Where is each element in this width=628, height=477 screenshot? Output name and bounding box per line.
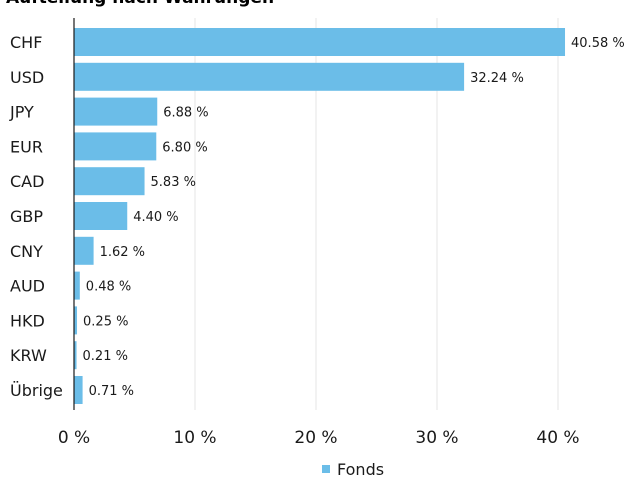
bar-übrige bbox=[74, 376, 83, 404]
legend-swatch bbox=[322, 465, 330, 473]
data-label: 0.21 % bbox=[83, 349, 128, 364]
legend-label: Fonds bbox=[337, 460, 384, 477]
data-label: 40.58 % bbox=[571, 36, 625, 51]
data-label: 6.80 % bbox=[162, 140, 207, 155]
bar-aud bbox=[74, 271, 80, 300]
bar-eur bbox=[74, 132, 157, 161]
x-tick-labels: 0 % 10 % 20 % 30 % 40 % bbox=[58, 428, 580, 448]
bar-cny bbox=[74, 236, 94, 265]
category-label: CAD bbox=[10, 172, 44, 191]
data-label: 32.24 % bbox=[470, 71, 524, 86]
bar-cad bbox=[74, 167, 145, 196]
category-label: JPY bbox=[9, 103, 34, 122]
data-label: 4.40 % bbox=[133, 210, 178, 225]
category-label: EUR bbox=[10, 137, 43, 156]
category-label: CNY bbox=[10, 242, 43, 261]
chart-title: Aufteilung nach Währungen bbox=[6, 0, 274, 8]
bar-gbp bbox=[74, 202, 128, 230]
value-labels: 40.58 % 32.24 % 6.88 % 6.80 % 5.83 % 4.40 % 1.… bbox=[83, 36, 625, 399]
category-label: HKD bbox=[10, 311, 45, 330]
category-label: Übrige bbox=[10, 381, 63, 400]
x-tick-label: 10 % bbox=[173, 428, 216, 448]
category-label: GBP bbox=[10, 207, 43, 226]
bar-jpy bbox=[74, 97, 158, 126]
data-label: 0.25 % bbox=[83, 314, 128, 329]
data-label: 0.71 % bbox=[89, 384, 134, 399]
category-label: KRW bbox=[10, 346, 47, 365]
category-label: AUD bbox=[10, 277, 45, 296]
bar-chf bbox=[74, 28, 566, 56]
category-labels: CHF USD JPY EUR CAD GBP CNY AUD HKD KRW Übrige bbox=[9, 33, 63, 400]
category-label: USD bbox=[10, 68, 44, 87]
data-label: 0.48 % bbox=[86, 280, 131, 295]
bars bbox=[74, 28, 566, 404]
data-label: 5.83 % bbox=[151, 175, 196, 190]
bar-krw bbox=[74, 341, 77, 370]
category-label: CHF bbox=[10, 33, 42, 52]
legend: Fonds bbox=[322, 460, 384, 477]
x-tick-label: 0 % bbox=[58, 428, 90, 448]
x-tick-label: 20 % bbox=[294, 428, 337, 448]
bar-hkd bbox=[74, 306, 78, 335]
x-tick-label: 40 % bbox=[536, 428, 579, 448]
bar-usd bbox=[74, 62, 465, 91]
data-label: 1.62 % bbox=[100, 245, 145, 260]
data-label: 6.88 % bbox=[163, 106, 208, 121]
x-tick-label: 30 % bbox=[415, 428, 458, 448]
